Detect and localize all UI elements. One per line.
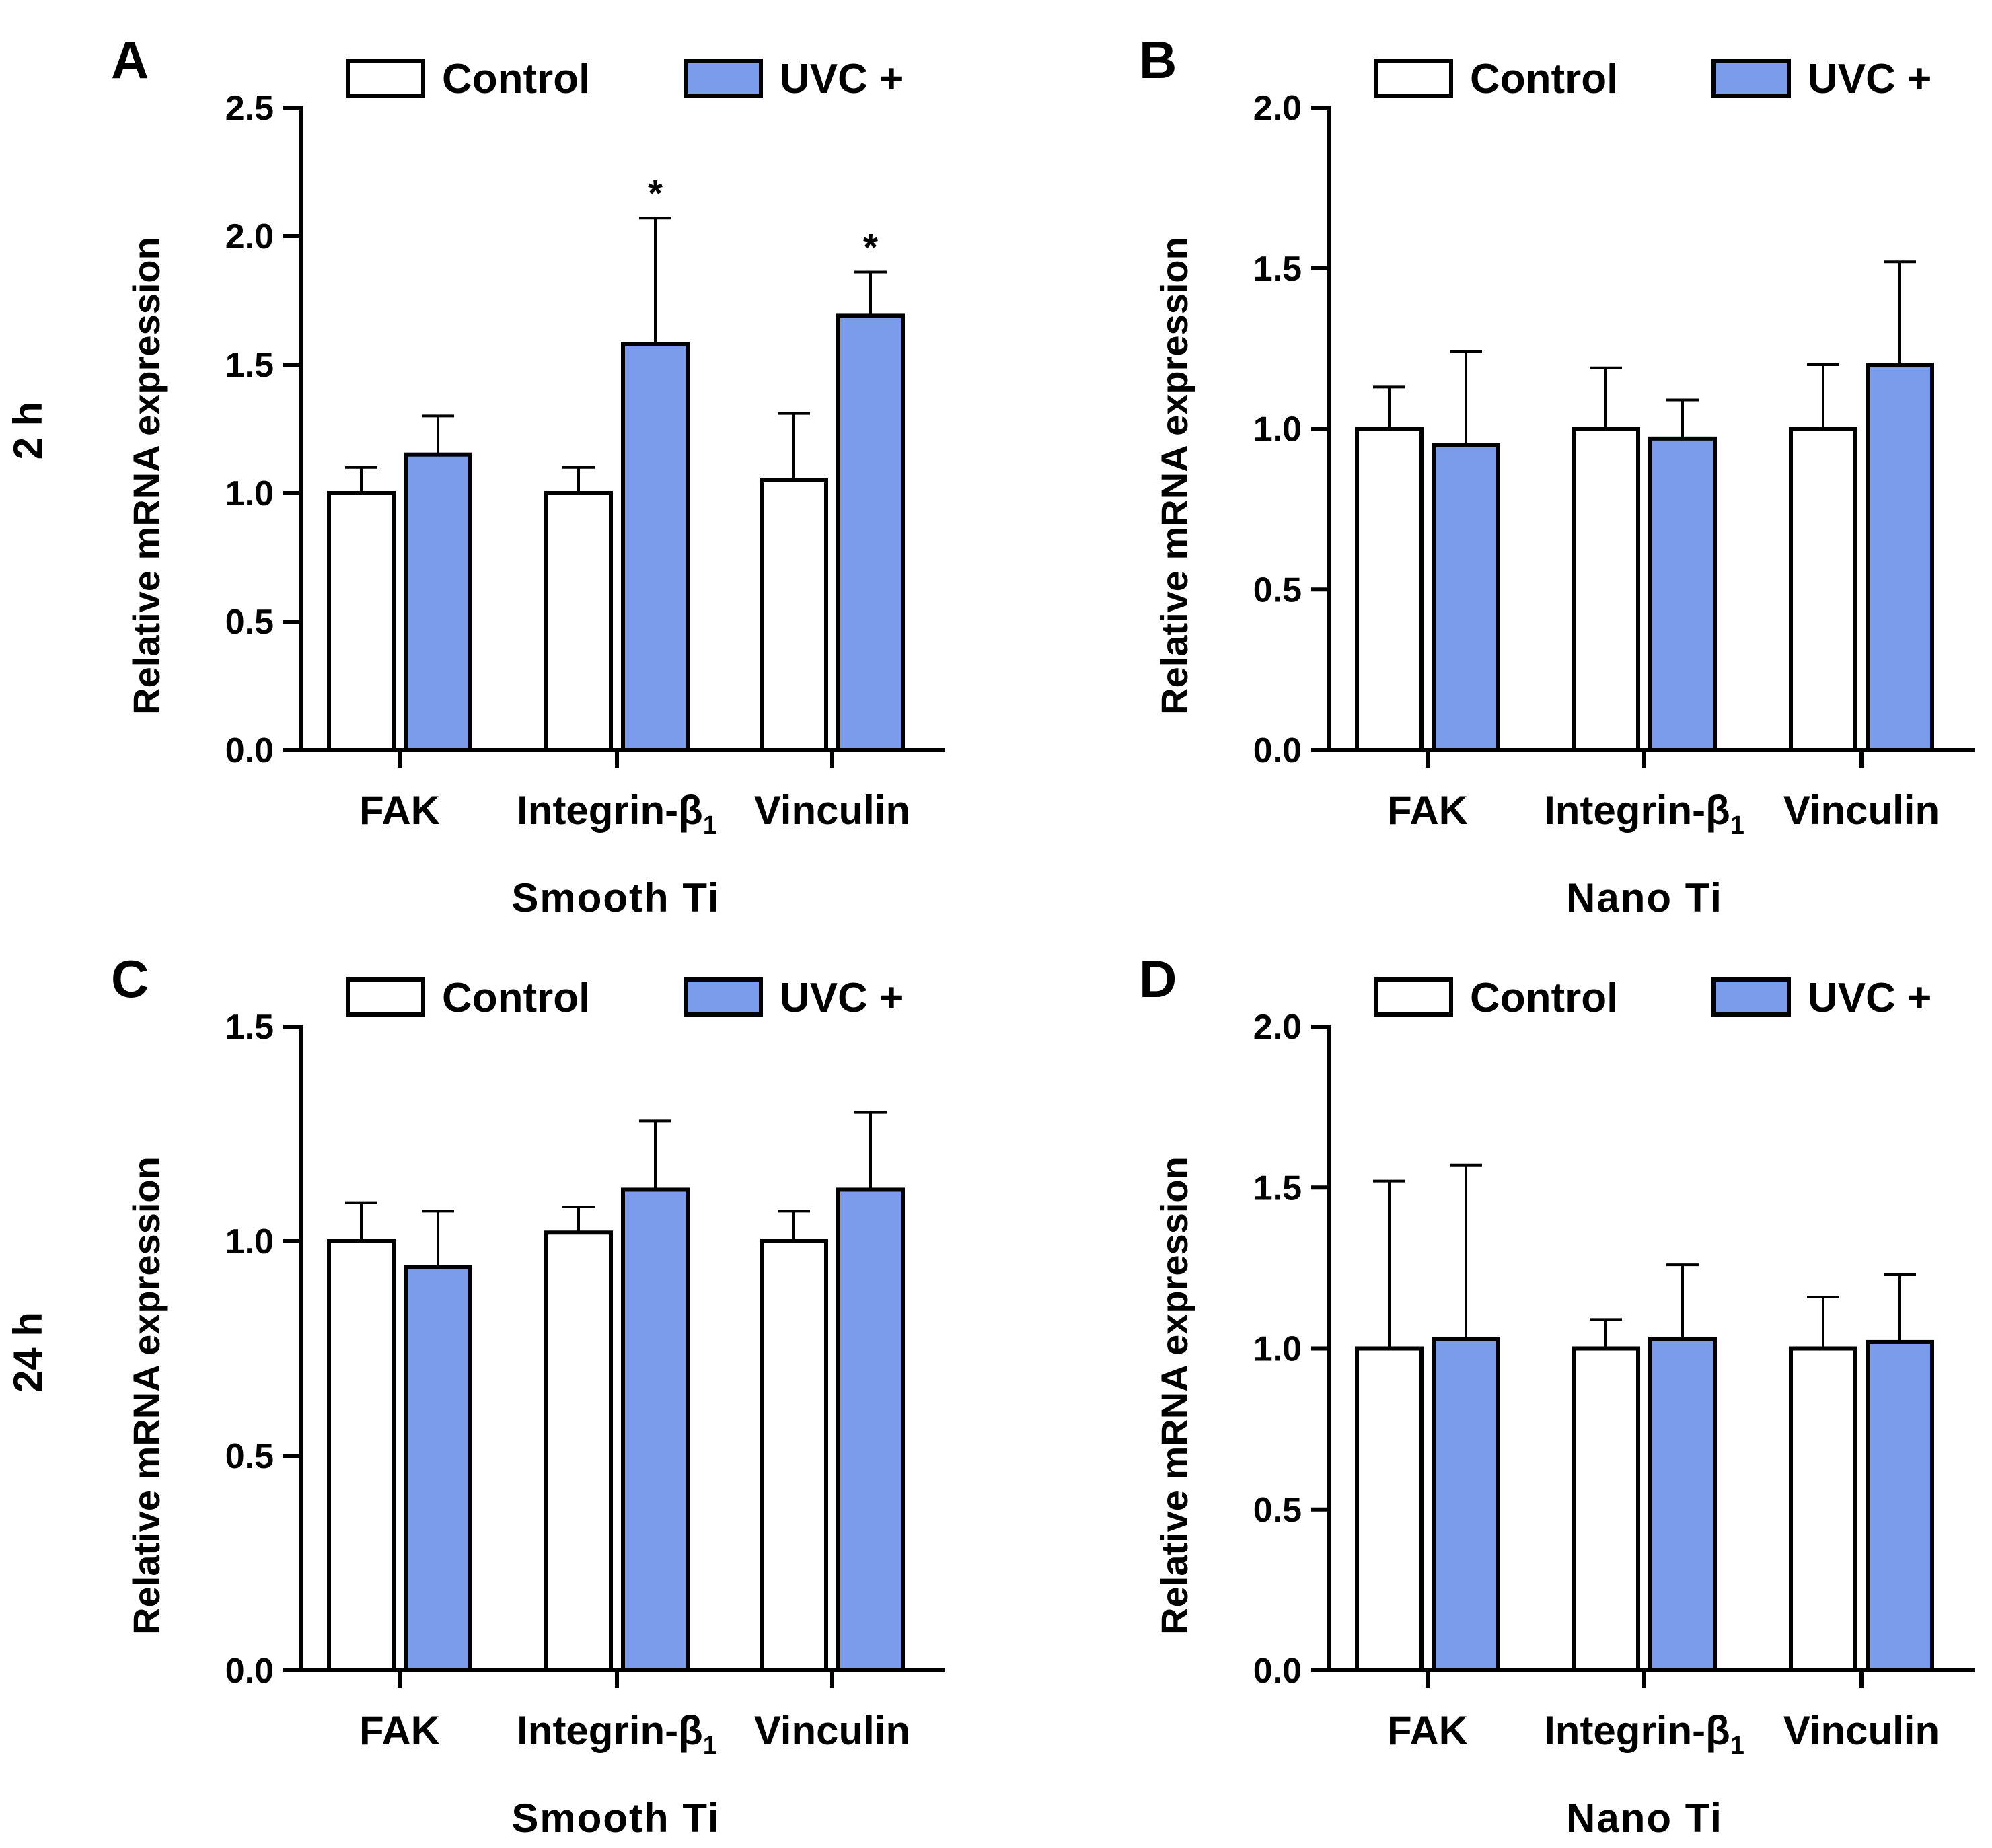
- bar-control: [1789, 1346, 1857, 1672]
- y-tick-label: 0.5: [225, 1437, 274, 1476]
- y-tick-label: 2.5: [225, 89, 274, 128]
- panel-letter: D: [1139, 949, 1177, 1008]
- panel-A: A 0.0 0.5 1.0 1.5 2.0 2.5 Relative mRNA express…: [111, 30, 945, 920]
- legend-swatch-control: [346, 977, 425, 1017]
- significance-marker: *: [863, 225, 878, 268]
- bar-uvc: [1648, 1337, 1717, 1673]
- legend-swatch-control: [1374, 59, 1453, 98]
- y-tick-label: 1.0: [225, 474, 274, 513]
- category-label: Integrin-β1: [517, 1708, 717, 1760]
- bar-control: [1355, 1346, 1424, 1672]
- legend-label-control: Control: [442, 975, 590, 1021]
- bar-uvc: [836, 1187, 905, 1672]
- bar-control: [544, 491, 613, 752]
- bar-control: [327, 491, 396, 752]
- category-label: Vinculin: [754, 1708, 910, 1753]
- y-tick-label: 0.0: [1253, 1652, 1302, 1691]
- legend-label-uvc: UVC +: [780, 975, 903, 1021]
- y-tick-label: 1.0: [1253, 1330, 1302, 1369]
- bar-control: [544, 1230, 613, 1672]
- bar-uvc: [1432, 443, 1500, 752]
- panel-letter: C: [111, 949, 149, 1008]
- category-label: FAK: [1387, 1708, 1468, 1753]
- panel-letter: B: [1139, 30, 1177, 89]
- category-label: Vinculin: [1783, 1708, 1940, 1753]
- y-tick-label: 0.0: [225, 1652, 274, 1691]
- row-label-24h: 24 h: [5, 1312, 50, 1393]
- bar-control: [760, 1239, 828, 1672]
- legend-label-control: Control: [1470, 975, 1618, 1021]
- bar-uvc: [404, 452, 472, 752]
- legend-swatch-uvc: [1711, 977, 1791, 1017]
- legend-label-uvc: UVC +: [1808, 56, 1931, 102]
- bar-control: [1355, 427, 1424, 752]
- panel-D: D 0.0 0.5 1.0 1.5 2.0 Relative mRNA expression…: [1139, 949, 1975, 1841]
- significance-marker: *: [648, 172, 663, 214]
- y-axis-title: Relative mRNA expression: [1153, 1156, 1195, 1635]
- bar-control: [760, 478, 828, 753]
- y-tick-label: 0.5: [1253, 1491, 1302, 1530]
- legend-swatch-control: [1374, 977, 1453, 1017]
- y-tick-label: 0.5: [1253, 570, 1302, 609]
- category-label: Vinculin: [754, 788, 910, 833]
- legend-swatch-control: [346, 59, 425, 98]
- legend-swatch-uvc: [684, 977, 763, 1017]
- legend-swatch-uvc: [1711, 59, 1791, 98]
- category-label: FAK: [1387, 788, 1468, 833]
- panel-letter: A: [111, 30, 149, 89]
- category-label: FAK: [359, 788, 440, 833]
- legend-label-control: Control: [442, 56, 590, 102]
- row-label-2h: 2 h: [5, 402, 50, 460]
- y-tick-label: 1.0: [225, 1222, 274, 1261]
- x-axis-title: Nano Ti: [1566, 1796, 1723, 1841]
- y-tick-label: 0.0: [225, 731, 274, 770]
- y-axis-title: Relative mRNA expression: [125, 237, 168, 715]
- panel-B: B 0.0 0.5 1.0 1.5 2.0 Relative mRNA expression…: [1139, 30, 1975, 920]
- bar-uvc: [1866, 1339, 1934, 1673]
- bar-uvc: [1432, 1337, 1500, 1673]
- bar-control: [327, 1239, 396, 1672]
- y-axis-title: Relative mRNA expression: [125, 1156, 168, 1635]
- y-tick-label: 2.0: [1253, 1008, 1302, 1047]
- legend-label-control: Control: [1470, 56, 1618, 102]
- bar-uvc: [1648, 436, 1717, 752]
- bar-uvc: [836, 313, 905, 753]
- legend-label-uvc: UVC +: [780, 56, 903, 102]
- x-axis-title: Nano Ti: [1566, 875, 1723, 920]
- bar-uvc: [621, 342, 690, 752]
- x-axis-title: Smooth Ti: [511, 1796, 720, 1841]
- y-tick-label: 0.0: [1253, 731, 1302, 770]
- bar-control: [1572, 427, 1640, 752]
- panel-C: C 0.0 0.5 1.0 1.5 Relative mRNA expression FAK…: [111, 949, 945, 1841]
- y-tick-label: 1.5: [225, 1008, 274, 1047]
- legend-swatch-uvc: [684, 59, 763, 98]
- category-label: Integrin-β1: [1544, 1708, 1744, 1760]
- bar-uvc: [1866, 363, 1934, 752]
- bar-uvc: [621, 1187, 690, 1672]
- y-tick-label: 1.5: [1253, 1169, 1302, 1208]
- y-tick-label: 2.0: [225, 217, 274, 256]
- category-label: Integrin-β1: [517, 788, 717, 840]
- y-tick-label: 2.0: [1253, 89, 1302, 128]
- bar-control: [1572, 1346, 1640, 1672]
- category-label: FAK: [359, 1708, 440, 1753]
- category-label: Vinculin: [1783, 788, 1940, 833]
- bar-control: [1789, 427, 1857, 752]
- y-axis-title: Relative mRNA expression: [1153, 237, 1195, 715]
- x-axis-title: Smooth Ti: [511, 875, 720, 920]
- y-tick-label: 1.0: [1253, 410, 1302, 449]
- y-tick-label: 1.5: [225, 346, 274, 385]
- bar-uvc: [404, 1265, 472, 1672]
- category-label: Integrin-β1: [1544, 788, 1744, 840]
- y-tick-label: 1.5: [1253, 250, 1302, 289]
- legend-label-uvc: UVC +: [1808, 975, 1931, 1021]
- y-tick-label: 0.5: [225, 603, 274, 642]
